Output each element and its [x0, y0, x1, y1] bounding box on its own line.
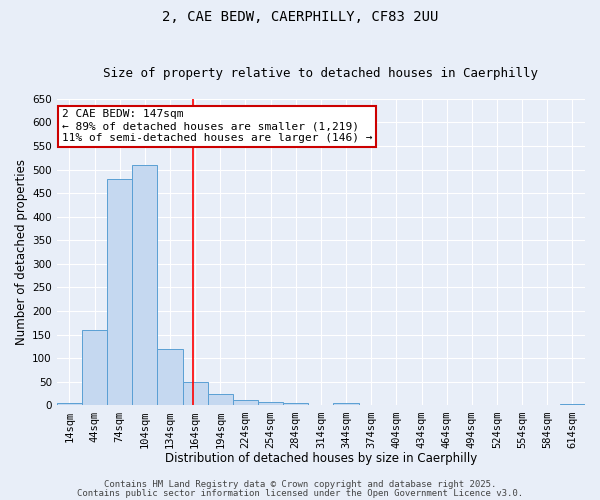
Bar	[208, 394, 233, 406]
Bar	[157, 349, 182, 406]
Text: 2 CAE BEDW: 147sqm
← 89% of detached houses are smaller (1,219)
11% of semi-deta: 2 CAE BEDW: 147sqm ← 89% of detached hou…	[62, 110, 373, 142]
Text: 2, CAE BEDW, CAERPHILLY, CF83 2UU: 2, CAE BEDW, CAERPHILLY, CF83 2UU	[162, 10, 438, 24]
Bar	[132, 165, 157, 406]
Bar	[283, 402, 308, 406]
Bar	[57, 403, 82, 406]
Bar	[182, 382, 208, 406]
Text: Contains HM Land Registry data © Crown copyright and database right 2025.: Contains HM Land Registry data © Crown c…	[104, 480, 496, 489]
Bar	[560, 404, 585, 406]
X-axis label: Distribution of detached houses by size in Caerphilly: Distribution of detached houses by size …	[165, 452, 477, 465]
Text: Contains public sector information licensed under the Open Government Licence v3: Contains public sector information licen…	[77, 488, 523, 498]
Bar	[334, 403, 359, 406]
Bar	[107, 179, 132, 406]
Bar	[233, 400, 258, 406]
Title: Size of property relative to detached houses in Caerphilly: Size of property relative to detached ho…	[103, 66, 538, 80]
Bar	[258, 402, 283, 406]
Y-axis label: Number of detached properties: Number of detached properties	[15, 159, 28, 345]
Bar	[82, 330, 107, 406]
